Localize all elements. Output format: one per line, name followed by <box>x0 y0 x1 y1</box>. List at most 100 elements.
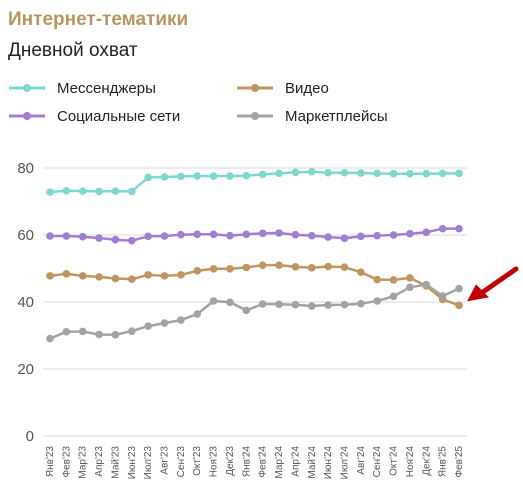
data-point <box>160 319 169 327</box>
data-point <box>242 230 251 239</box>
data-point <box>209 265 218 273</box>
data-point <box>340 300 349 309</box>
data-point <box>111 274 120 283</box>
data-point <box>144 322 152 330</box>
data-point <box>422 169 431 178</box>
data-point <box>226 172 234 180</box>
data-point <box>455 224 463 233</box>
data-point <box>46 334 54 343</box>
data-point <box>78 272 87 280</box>
annotation-arrow <box>467 266 519 302</box>
series-messengers <box>46 167 463 196</box>
data-point <box>62 328 71 336</box>
x-tick-label: Окт'24 <box>389 446 400 476</box>
x-tick-label: Дек'23 <box>225 446 236 476</box>
series-line-video <box>49 263 460 307</box>
x-tick-label: Июл'23 <box>143 446 154 480</box>
data-point <box>258 229 267 238</box>
x-tick-label: Янв'25 <box>438 446 449 478</box>
y-tick-label: 0 <box>26 428 34 445</box>
data-point <box>177 230 185 239</box>
data-point <box>177 271 185 279</box>
data-point <box>95 187 103 196</box>
data-point <box>340 234 349 243</box>
data-point <box>209 297 218 305</box>
data-point <box>258 300 267 308</box>
data-point <box>455 301 463 310</box>
data-point <box>422 280 431 289</box>
data-point <box>275 169 283 178</box>
x-tick-label: Фев'23 <box>61 446 72 478</box>
series-video <box>46 261 463 310</box>
data-point <box>373 169 382 178</box>
data-point <box>95 330 103 339</box>
data-point <box>193 267 202 275</box>
data-point <box>62 186 71 195</box>
data-point <box>324 262 332 271</box>
data-point <box>226 231 234 240</box>
data-point <box>438 292 447 300</box>
data-point <box>324 233 332 241</box>
data-point <box>438 169 447 178</box>
data-point <box>324 168 332 177</box>
data-point <box>406 229 414 238</box>
legend-label-marketplaces: Маркетплейсы <box>285 107 388 125</box>
data-point <box>78 187 87 195</box>
data-point <box>406 283 414 292</box>
data-point <box>144 271 152 279</box>
series-line-messengers <box>49 170 459 194</box>
y-tick-label: 80 <box>17 160 34 177</box>
data-point <box>128 187 136 196</box>
data-point <box>291 168 300 177</box>
data-point <box>357 299 365 308</box>
series-marketplaces <box>46 280 463 343</box>
x-tick-label: Ноя'24 <box>405 446 416 478</box>
legend-item-marketplaces: Маркетплейсы <box>236 106 388 126</box>
data-point <box>242 306 251 315</box>
data-point <box>357 169 365 177</box>
gridlines <box>43 167 467 437</box>
legend-label-social: Социальные сети <box>57 107 181 125</box>
data-point <box>128 275 136 284</box>
data-point <box>389 276 398 284</box>
x-tick-label: Фев'24 <box>258 446 269 478</box>
legend-label-messengers: Мессенджеры <box>57 79 156 97</box>
data-point <box>144 232 152 241</box>
data-point <box>307 264 316 272</box>
x-tick-label: Июл'24 <box>339 446 350 480</box>
data-point <box>226 265 234 273</box>
data-point <box>111 235 120 244</box>
data-point <box>438 224 447 233</box>
x-tick-label: Апр'24 <box>290 446 301 477</box>
x-tick-label: Апр'23 <box>94 446 105 477</box>
data-point <box>291 263 300 271</box>
data-point <box>95 273 103 281</box>
legend-item-social: Социальные сети <box>8 106 180 126</box>
data-point <box>177 172 185 181</box>
data-point <box>128 236 136 245</box>
data-point <box>324 301 332 309</box>
data-point <box>111 187 120 195</box>
data-point <box>193 172 202 180</box>
x-tick-label: Май'24 <box>307 446 318 479</box>
x-tick-label: Июн'24 <box>323 446 334 480</box>
arrow-head <box>467 284 489 302</box>
data-point <box>406 274 414 282</box>
data-point <box>209 172 218 180</box>
legend-swatch-marketplaces <box>237 112 273 120</box>
data-point <box>373 275 382 284</box>
data-point <box>406 169 414 178</box>
data-point <box>128 327 136 335</box>
data-point <box>307 231 316 240</box>
x-tick-label: Дек'24 <box>421 446 432 476</box>
data-point <box>62 232 71 240</box>
data-point <box>160 232 169 240</box>
y-tick-label: 40 <box>17 294 34 311</box>
x-tick-label: Сен'24 <box>372 446 383 478</box>
data-point <box>111 331 120 339</box>
y-tick-label: 20 <box>17 361 34 378</box>
legend-item-video: Видео <box>236 78 329 98</box>
data-point <box>78 327 87 336</box>
legend-item-messengers: Мессенджеры <box>8 78 156 98</box>
